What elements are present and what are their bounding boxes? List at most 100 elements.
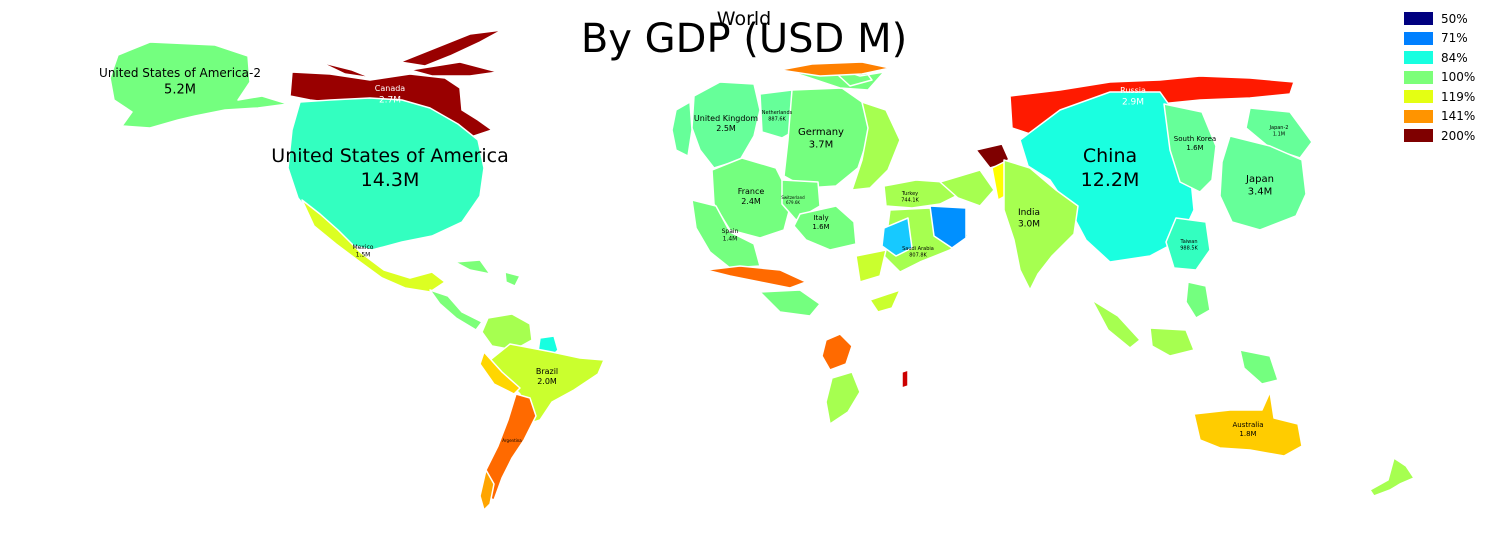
region-turkey [883,179,957,209]
region-value: 1.1M [1273,131,1285,137]
region-name: Australia [1233,421,1264,429]
region-madagascar [901,369,909,389]
map-subtitle: World [716,8,772,30]
legend-swatch [1404,90,1433,104]
region-label-japan: Japan 3.4M [1245,174,1274,198]
legend-swatch [1404,109,1433,123]
region-name: India [1018,208,1040,218]
region-label-netherlands: Netherlands 887.6K [762,110,793,122]
region-value: 1.6M [1186,144,1203,152]
region-value: 2.9M [1122,97,1144,107]
region-name: United States of America [271,145,508,167]
region-label-germany: Germany 3.7M [798,127,844,151]
region-value: 3.7M [809,140,834,151]
region-label-usa: United States of America 14.3M [271,145,508,191]
region-southeast-asia [1091,299,1195,357]
region-germany [783,87,871,189]
region-mexico [301,199,446,293]
region-name: France [738,187,765,196]
map-title: By GDP (USD M) [580,16,908,62]
region-africa-west [759,289,821,317]
region-name: Germany [798,127,844,138]
region-name: Japan-2 [1269,125,1289,131]
legend-label: 71% [1441,31,1468,46]
legend-item: 200% [1404,126,1475,146]
region-value: 1.8M [1239,430,1256,438]
region-name: Japan [1245,174,1274,185]
region-name: Mexico [353,244,374,251]
region-value: 3.4M [1248,187,1273,198]
legend-item: 84% [1404,48,1475,68]
region-label-uk: United Kingdom 2.5M [694,114,758,133]
region-value: 5.2M [164,82,196,97]
region-name: Taiwan [1179,239,1197,245]
legend-label: 141% [1441,109,1476,124]
region-label-france: France 2.4M [738,187,765,206]
region-value: 679.6K [786,200,800,205]
region-name: Argentina [502,438,522,443]
region-value: 2.7M [379,95,401,105]
region-name: Russia [1120,86,1146,95]
legend-label: 119% [1441,89,1476,104]
region-south-africa [825,371,861,425]
region-usa [287,97,485,251]
legend-item: 50% [1404,9,1475,29]
region-label-mexico: Mexico 1.5M [353,244,374,259]
region-label-spain: Spain 1.4M [722,228,739,243]
region-value: 2.0M [537,377,557,386]
region-label-india: India 3.0M [1018,208,1040,229]
region-value: 1.5M [356,252,371,259]
region-label-taiwan: Taiwan 988.5K [1179,239,1198,251]
region-label-south-korea: South Korea 1.6M [1174,135,1216,152]
region-japan [1219,135,1307,231]
legend-label: 84% [1441,50,1468,65]
region-value: 1.6M [812,223,829,231]
region-name: South Korea [1174,135,1216,143]
region-name: United States of America-2 [99,66,261,80]
legend-item: 100% [1404,68,1475,88]
region-spain [691,199,761,269]
region-alaska [109,41,289,129]
region-india [1003,159,1079,291]
region-uk [691,81,761,169]
region-name: Switzerland [781,195,805,200]
region-name: Canada [375,84,406,93]
legend-item: 119% [1404,87,1475,107]
region-label-turkey: Turkey 744.1K [901,191,920,203]
region-africa-east [855,249,901,313]
region-value: 1.4M [723,236,738,243]
region-label-japan2: Japan-2 1.1M [1269,125,1289,137]
region-eastern-europe [851,101,901,191]
region-value: 2.5M [716,124,736,133]
region-taiwan [1165,217,1211,271]
region-new-zealand [1369,457,1415,497]
region-south-korea [1163,103,1217,193]
region-label-china: China 12.2M [1081,145,1140,191]
region-caucasus [939,169,995,207]
legend-item: 141% [1404,107,1475,127]
legend: 50% 71% 84% 100% 119% 141% 200% [1404,9,1475,146]
region-name: China [1083,145,1137,167]
region-label-italy: Italy 1.6M [812,214,829,231]
region-label-brazil: Brazil 2.0M [536,367,558,386]
legend-swatch [1404,70,1433,84]
region-value: 807.8K [909,252,927,258]
region-colombia-venezuela [481,313,533,351]
legend-swatch [1404,129,1433,143]
region-norway-top [779,61,891,77]
region-name: Netherlands [762,110,793,116]
region-central-america [429,259,521,331]
region-chile [479,469,495,511]
region-name: United Kingdom [694,114,758,123]
region-name: Brazil [536,367,558,376]
region-north-africa [705,265,807,289]
region-value: 2.4M [741,197,761,206]
region-iran [929,205,967,249]
region-australia [1193,391,1303,457]
legend-swatch [1404,31,1433,45]
region-label-canada: Canada 2.7M [375,84,406,105]
region-label-saudi: Saudi Arabia 807.8K [902,246,934,258]
legend-swatch [1404,51,1433,65]
region-value: 988.5K [1180,245,1198,251]
